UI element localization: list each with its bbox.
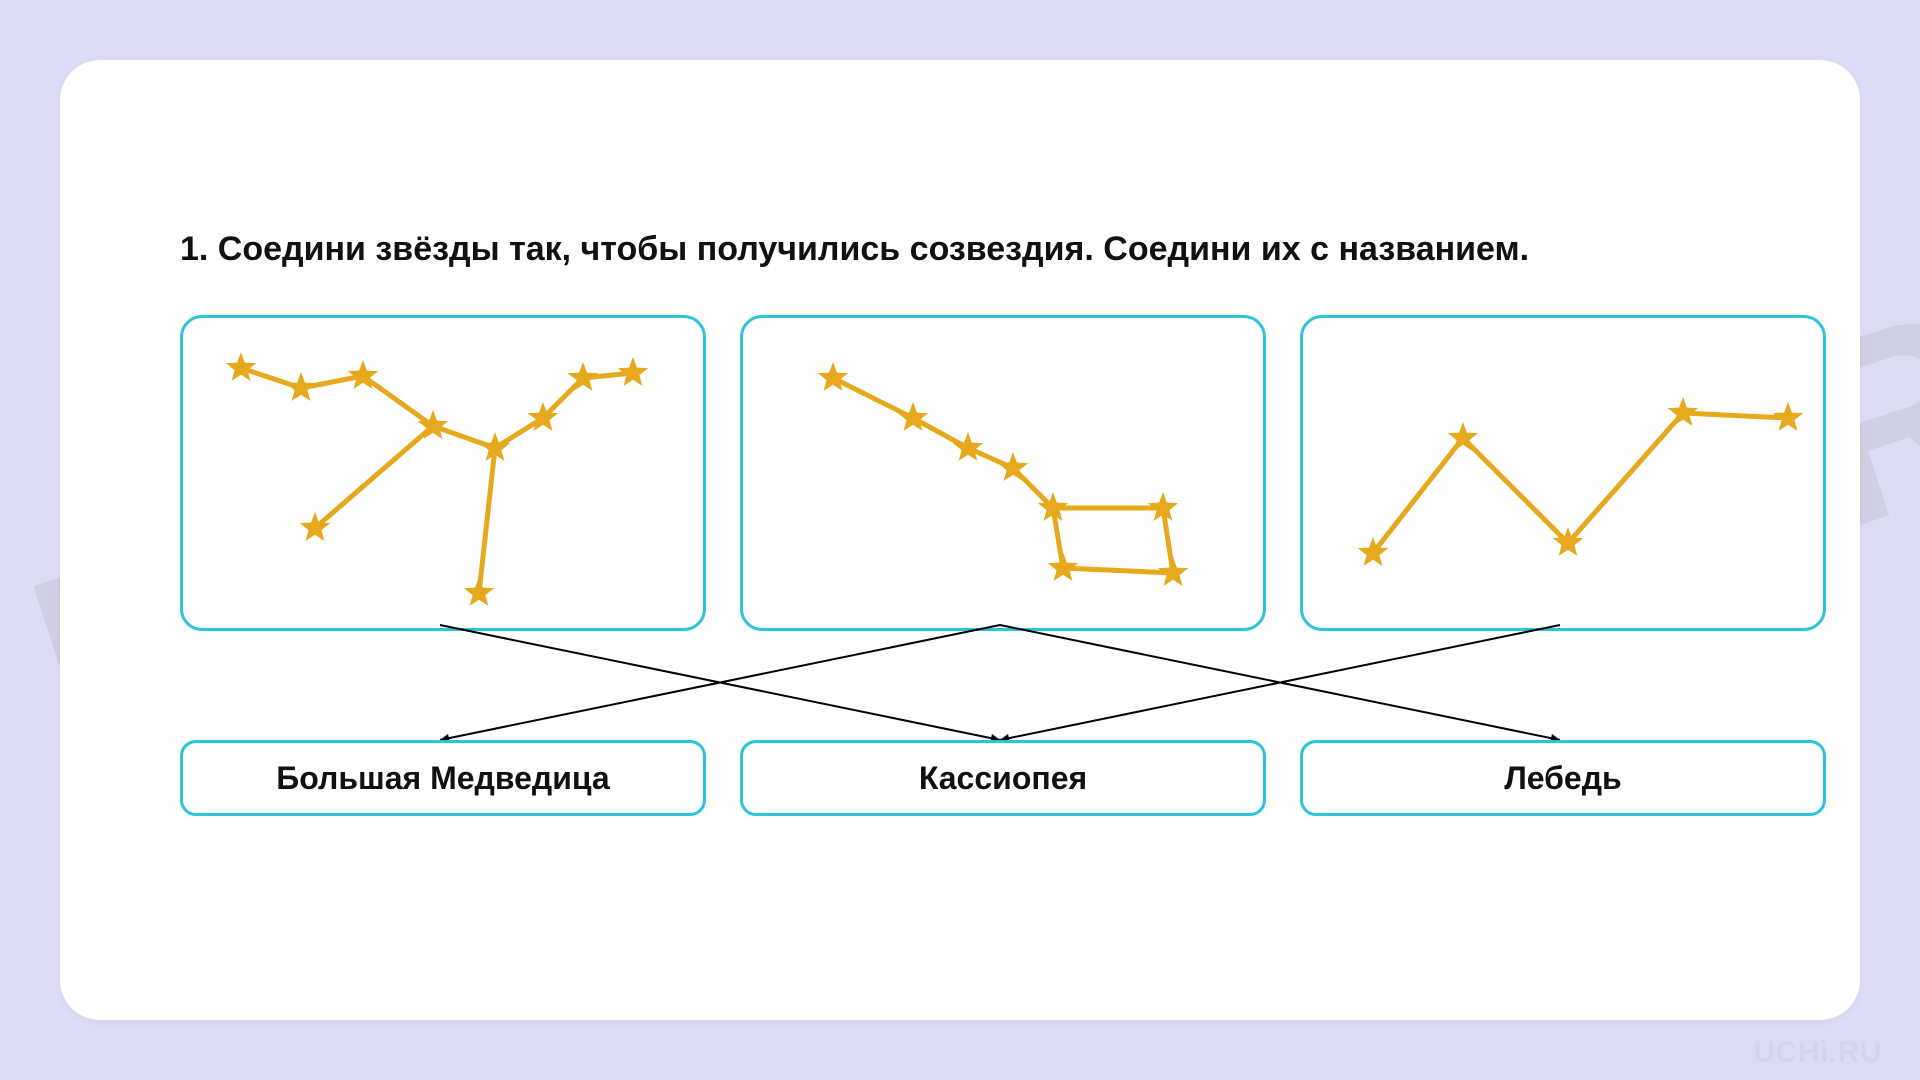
constellation-panel-1[interactable] [180, 315, 706, 631]
constellation-svg-2 [743, 318, 1263, 628]
constellation-panel-3[interactable] [1300, 315, 1826, 631]
content-card: 1. Соедини звёзды так, чтобы получились … [60, 60, 1860, 1020]
label-box-3[interactable]: Лебедь [1300, 740, 1826, 816]
constellation-panel-2[interactable] [740, 315, 1266, 631]
page-background: UCHi.RU UCHi.RU 1. Соедини звёзды так, ч… [0, 0, 1920, 1080]
label-text-3: Лебедь [1504, 760, 1621, 797]
task-title: 1. Соедини звёзды так, чтобы получились … [180, 230, 1529, 269]
label-text-2: Кассиопея [919, 760, 1087, 797]
constellation-svg-3 [1303, 318, 1823, 628]
constellation-svg-1 [183, 318, 703, 628]
label-box-2[interactable]: Кассиопея [740, 740, 1266, 816]
footer-brand: UCHi.RU [1754, 1036, 1883, 1070]
label-box-1[interactable]: Большая Медведица [180, 740, 706, 816]
label-text-1: Большая Медведица [276, 760, 609, 797]
